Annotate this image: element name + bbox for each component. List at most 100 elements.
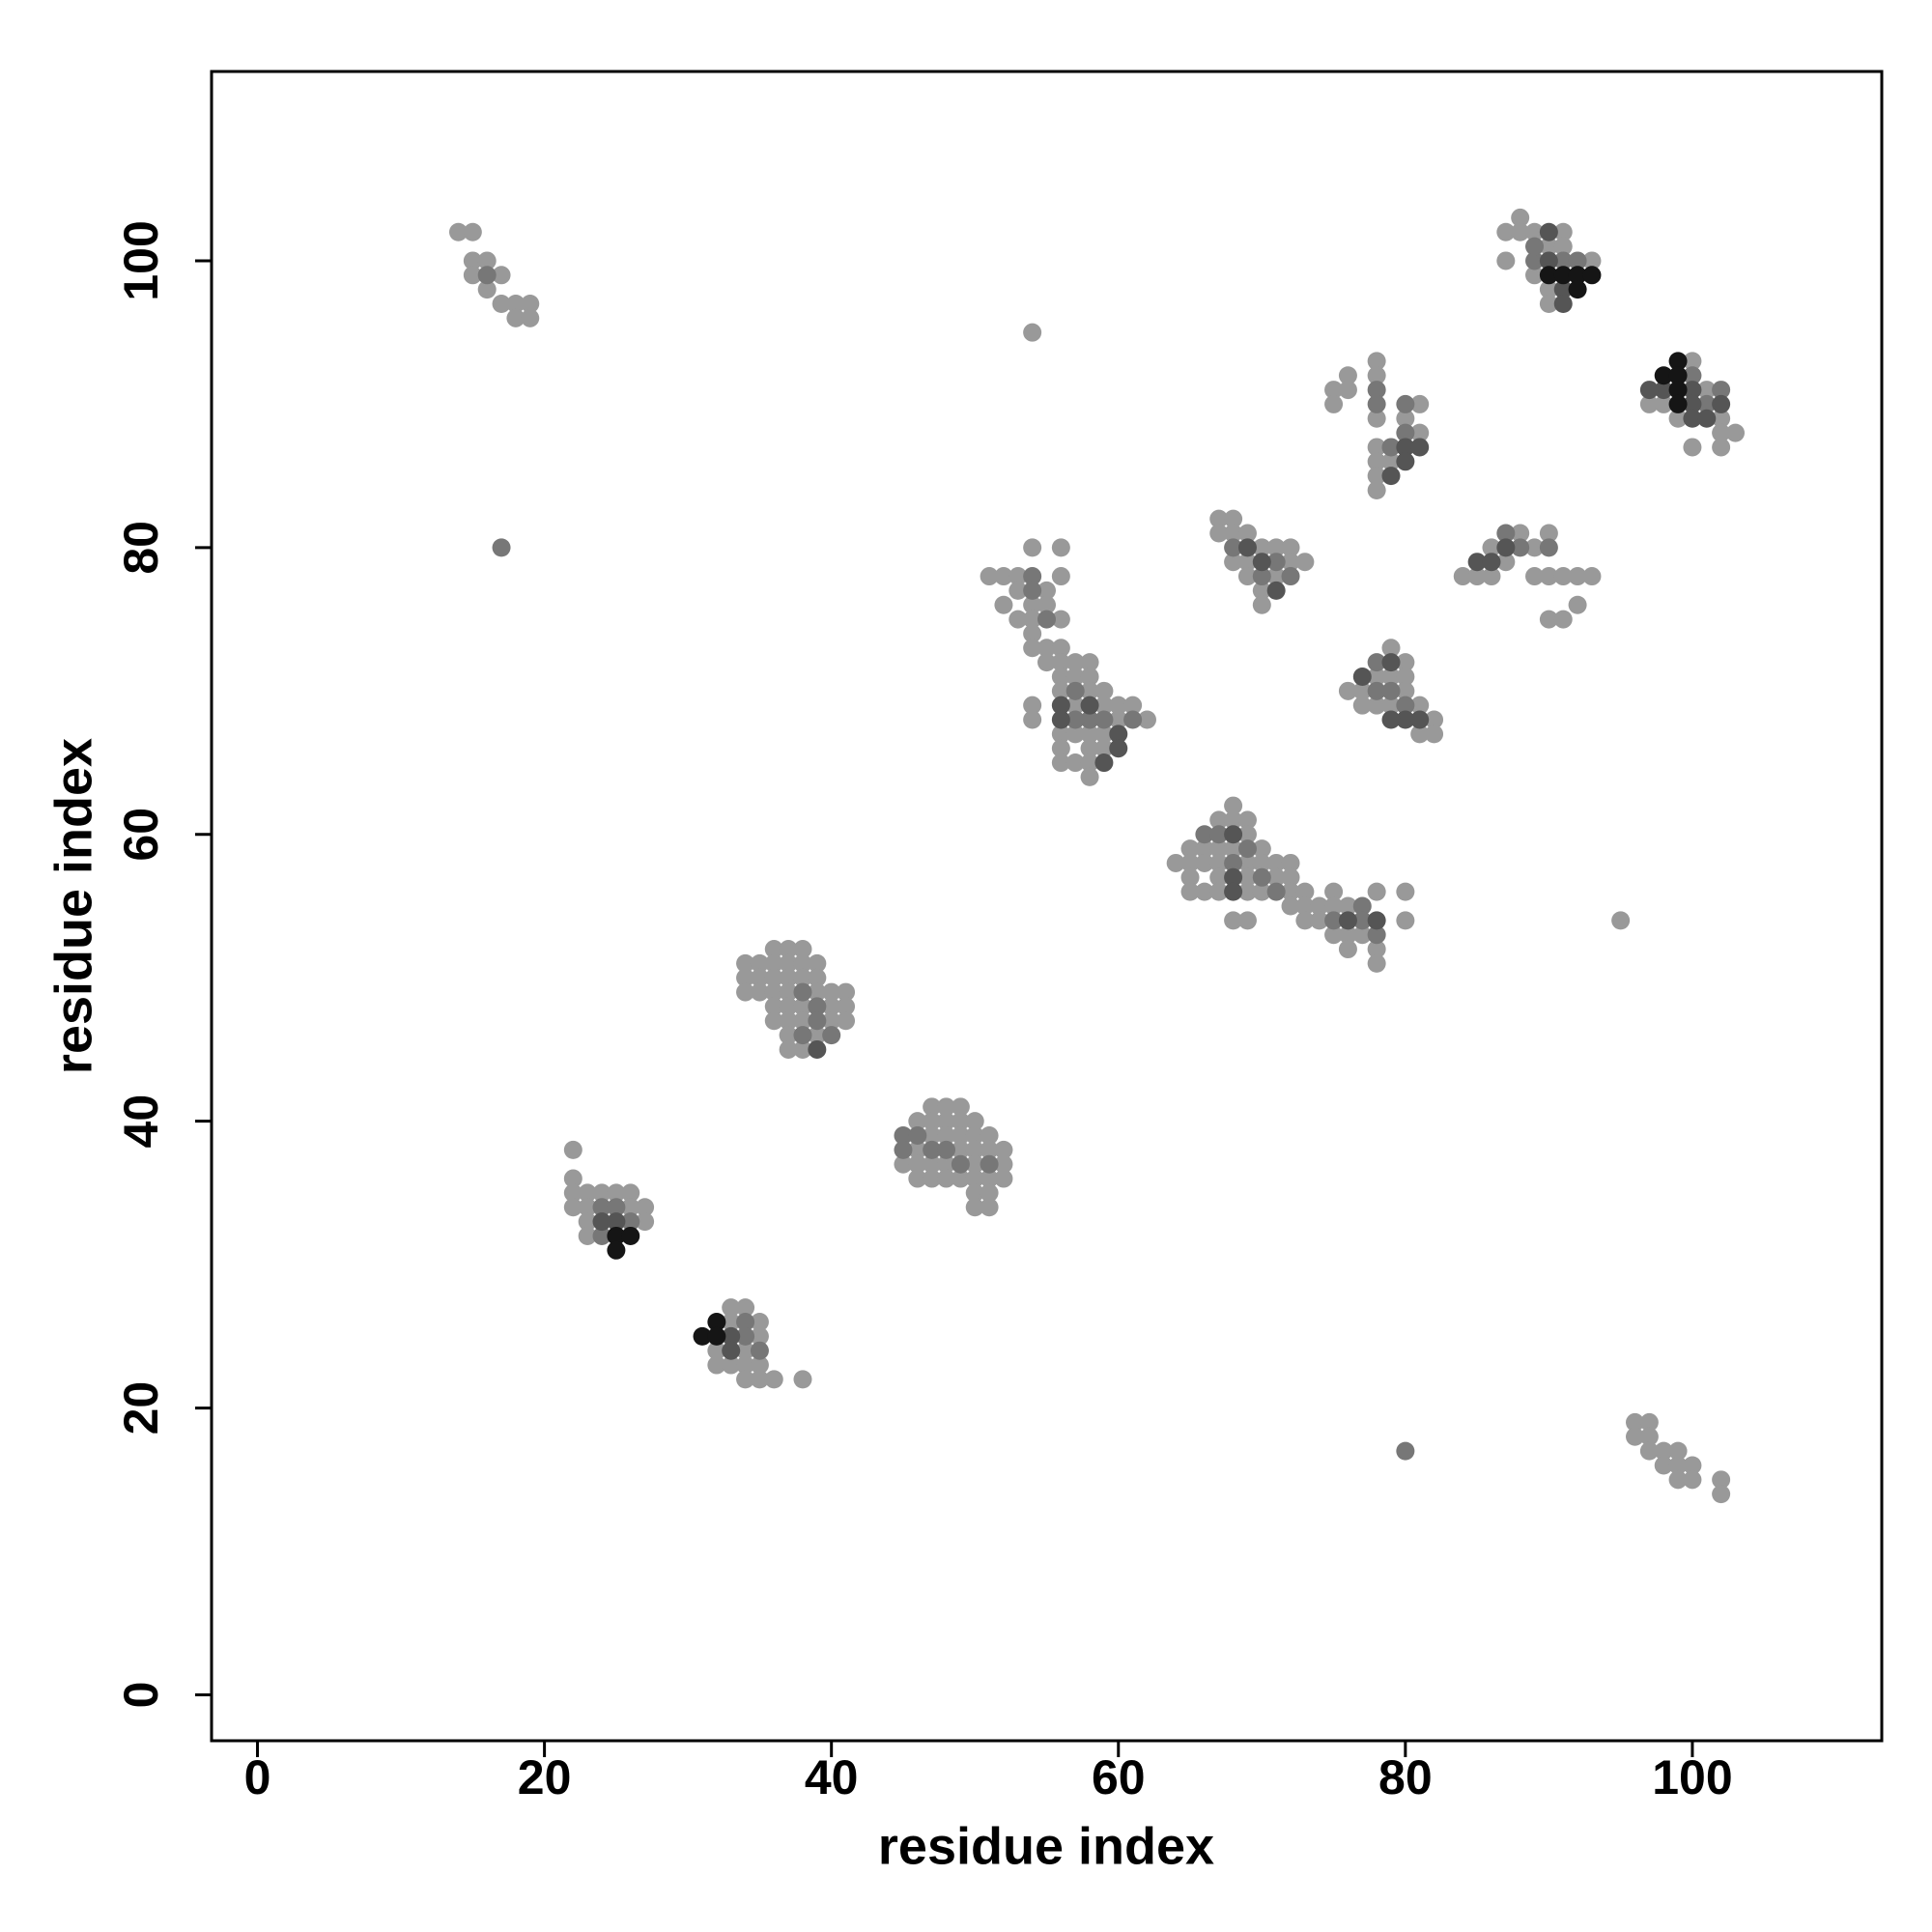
y-tick-label: 40 (114, 1094, 168, 1149)
point (1654, 366, 1673, 385)
point (750, 1313, 769, 1332)
point (1237, 825, 1257, 844)
point (1381, 681, 1401, 700)
y-axis-title: residue index (44, 738, 102, 1074)
point (1697, 394, 1717, 413)
point (1281, 553, 1300, 572)
point (578, 1198, 597, 1217)
point (764, 997, 783, 1016)
point (621, 1183, 640, 1203)
point (808, 968, 827, 987)
point (1525, 567, 1545, 586)
point (693, 1326, 712, 1346)
point (1381, 639, 1401, 658)
point (1654, 381, 1673, 400)
point (951, 1140, 970, 1159)
point (1224, 839, 1243, 859)
point (1123, 710, 1143, 729)
point (592, 1212, 611, 1232)
point (1639, 1427, 1659, 1446)
point (908, 1112, 927, 1131)
point (894, 1126, 913, 1146)
point (793, 982, 812, 1002)
point (1697, 409, 1717, 428)
point (965, 1183, 984, 1203)
point (1367, 366, 1386, 385)
x-tick-label: 0 (244, 1750, 271, 1804)
point (994, 1154, 1013, 1174)
point (736, 1298, 755, 1318)
point (521, 294, 540, 313)
point (492, 538, 511, 557)
point (563, 1169, 582, 1188)
point (951, 1097, 970, 1117)
x-axis-title: residue index (878, 1817, 1214, 1875)
point (1396, 667, 1415, 686)
point (894, 1154, 913, 1174)
point (1367, 438, 1386, 457)
point (1668, 409, 1688, 428)
point (1037, 653, 1056, 672)
point (1266, 553, 1286, 572)
point (1683, 1456, 1702, 1475)
point (707, 1355, 726, 1375)
point (994, 1169, 1013, 1188)
point (994, 567, 1013, 586)
point (1367, 394, 1386, 413)
point (937, 1126, 956, 1146)
point (1496, 524, 1516, 543)
point (578, 1212, 597, 1232)
point (736, 968, 755, 987)
point (1539, 251, 1558, 270)
point (1051, 538, 1070, 557)
point (1252, 839, 1271, 859)
point (1237, 867, 1257, 887)
point (1137, 710, 1156, 729)
point (951, 1169, 970, 1188)
point (1237, 882, 1257, 901)
point (1310, 911, 1329, 930)
point (1654, 1456, 1673, 1475)
point (1525, 251, 1545, 270)
point (764, 982, 783, 1002)
point (1209, 867, 1229, 887)
point (1252, 595, 1271, 614)
point (951, 1154, 970, 1174)
point (1668, 1456, 1688, 1475)
point (1367, 381, 1386, 400)
point (1496, 222, 1516, 242)
point (1725, 423, 1745, 442)
point (750, 968, 769, 987)
point (1568, 595, 1587, 614)
point (1037, 639, 1056, 658)
point (1396, 452, 1415, 471)
point (1525, 538, 1545, 557)
point (1224, 882, 1243, 901)
point (1224, 911, 1243, 930)
point (1352, 925, 1372, 945)
point (1367, 925, 1386, 945)
point (1009, 567, 1028, 586)
point (980, 1198, 999, 1217)
point (1224, 867, 1243, 887)
y-tick-label: 80 (114, 521, 168, 575)
point (736, 953, 755, 973)
point (779, 968, 798, 987)
point (764, 953, 783, 973)
point (1237, 853, 1257, 872)
point (1352, 681, 1372, 700)
point (965, 1140, 984, 1159)
point (793, 940, 812, 959)
point (1496, 251, 1516, 270)
point (1639, 1441, 1659, 1461)
point (1051, 739, 1070, 758)
point (1051, 667, 1070, 686)
point (1639, 394, 1659, 413)
point (994, 595, 1013, 614)
point (980, 567, 999, 586)
point (477, 266, 497, 285)
point (1281, 867, 1300, 887)
point (1023, 581, 1042, 600)
point (736, 1370, 755, 1389)
point (808, 982, 827, 1002)
